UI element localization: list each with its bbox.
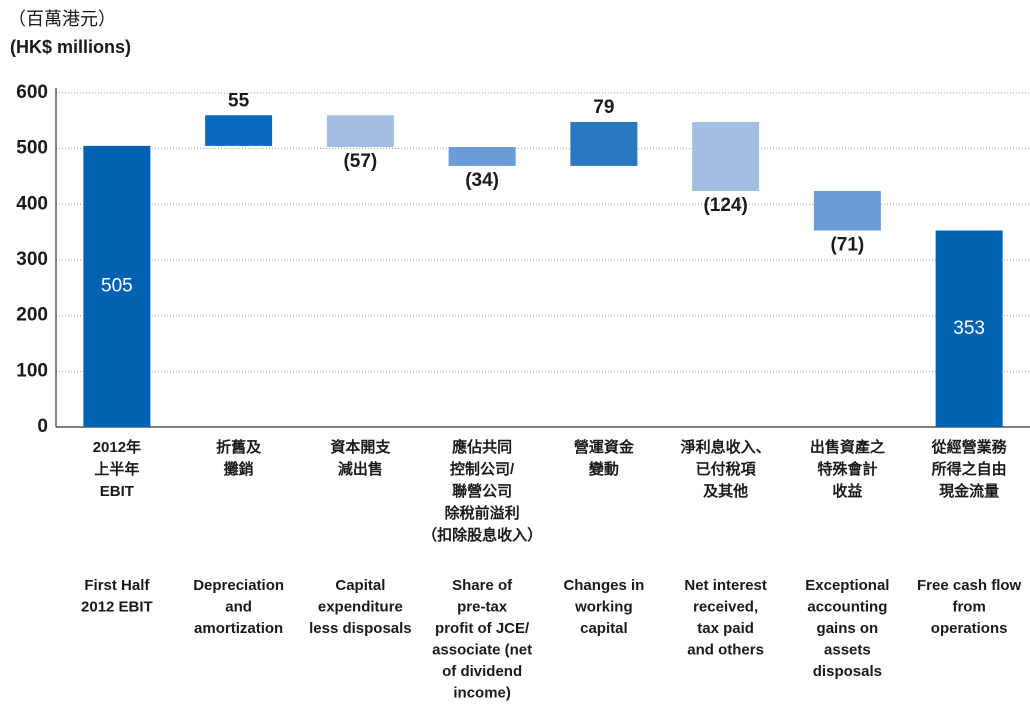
category-label-zh: 2012年: [93, 438, 141, 456]
category-label-en: and: [225, 598, 252, 615]
category-label-zh: 從經營業務: [931, 438, 1008, 456]
category-label-zh: 營運資金: [574, 438, 635, 456]
category-label-en: assets: [824, 641, 871, 658]
category-label-en: Net interest: [684, 577, 767, 594]
category-label-zh: 變動: [588, 460, 619, 478]
category-label-zh: 減出售: [338, 460, 383, 478]
category-label-en: Share of: [452, 577, 513, 594]
category-label-zh: 淨利息收入、: [681, 438, 771, 456]
bar: [692, 121, 760, 191]
y-tick-label: 300: [16, 249, 48, 270]
value-label: (71): [830, 235, 864, 256]
value-label: 55: [228, 90, 250, 111]
category-label-en: disposals: [813, 663, 882, 680]
bar: [935, 230, 1003, 427]
y-tick-label: 0: [37, 416, 48, 437]
category-label-zh: 收益: [832, 482, 862, 500]
category-label-en: Depreciation: [193, 577, 284, 594]
category-label-en: operations: [931, 620, 1008, 637]
value-label: 79: [593, 97, 614, 118]
category-label-zh: 現金流量: [939, 482, 999, 500]
category-label-zh: 所得之自由: [932, 460, 1007, 478]
category-label-en: capital: [580, 620, 628, 637]
bar: [83, 145, 151, 427]
category-label-en: gains on: [817, 620, 879, 637]
value-label: 353: [953, 318, 985, 339]
category-label-zh: 聯營公司: [452, 482, 512, 500]
category-label-en: received,: [693, 598, 758, 615]
y-tick-label: 600: [16, 82, 48, 103]
category-label-zh: 折舊及: [216, 438, 262, 456]
category-label-en: associate (net: [432, 641, 532, 658]
category-label-zh: 資本開支: [330, 438, 391, 456]
y-tick-label: 400: [16, 193, 48, 214]
category-label-en: First Half: [84, 577, 150, 594]
category-label-en: pre-tax: [457, 598, 508, 615]
category-label-en: profit of JCE/: [435, 620, 530, 637]
category-label-en: Changes in: [563, 577, 644, 594]
category-label-zh: 特殊會計: [817, 460, 877, 478]
value-label: (124): [703, 195, 747, 216]
bar: [326, 115, 394, 147]
category-label-en: from: [952, 598, 985, 615]
category-label-en: Exceptional: [805, 577, 889, 594]
category-label-en: less disposals: [309, 620, 412, 637]
y-tick-label: 500: [16, 138, 48, 159]
category-label-en: income): [453, 684, 511, 701]
category-label-zh: 控制公司/: [450, 460, 515, 478]
category-label-en: of dividend: [442, 663, 522, 680]
category-label-zh: （扣除股息收入）: [422, 526, 542, 544]
y-tick-label: 200: [16, 305, 48, 326]
category-label-en: accounting: [807, 598, 887, 615]
category-label-zh: 上半年: [94, 460, 139, 478]
category-label-zh: 及其他: [703, 482, 748, 500]
category-label-en: and others: [687, 641, 764, 658]
category-label-zh: 已付稅項: [696, 460, 757, 478]
category-label-en: expenditure: [318, 598, 403, 615]
value-label: (57): [343, 151, 377, 172]
category-label-zh: EBIT: [100, 483, 134, 500]
bar: [448, 146, 516, 166]
category-label-en: Capital: [335, 577, 385, 594]
category-label-en: working: [574, 598, 633, 615]
category-label-en: amortization: [194, 620, 283, 637]
unit-label-en: (HK$ millions): [10, 37, 131, 57]
bar: [570, 121, 638, 166]
value-label: 505: [101, 275, 133, 296]
category-label-en: Free cash flow: [917, 577, 1022, 594]
category-label-zh: 除稅前溢利: [445, 504, 520, 522]
category-label-zh: 出售資產之: [810, 438, 885, 456]
bar: [205, 115, 273, 146]
category-label-en: 2012 EBIT: [81, 598, 153, 615]
y-tick-label: 100: [16, 360, 48, 381]
category-label-en: tax paid: [697, 620, 754, 637]
category-label-zh: 攤銷: [224, 460, 254, 478]
value-label: (34): [465, 170, 499, 191]
unit-label-zh: （百萬港元）: [8, 9, 116, 29]
bar: [813, 190, 881, 231]
category-label-zh: 應佔共同: [452, 438, 512, 456]
